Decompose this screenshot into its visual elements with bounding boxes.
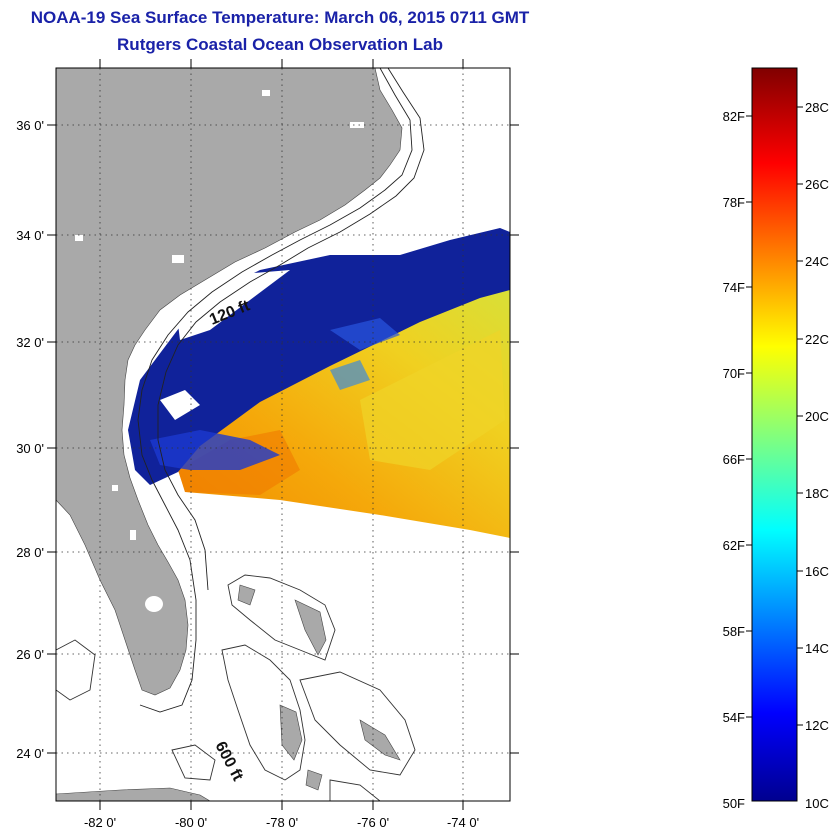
colorbar-ticks xyxy=(746,106,803,726)
lon-label-76: -76 0' xyxy=(357,815,389,830)
colorbar-f-62: 62F xyxy=(723,538,745,553)
colorbar-c-16: 16C xyxy=(805,564,829,579)
colorbar-f-74: 74F xyxy=(723,280,745,295)
lon-label-78: -78 0' xyxy=(266,815,298,830)
colorbar-f-58: 58F xyxy=(723,624,745,639)
colorbar-f-66: 66F xyxy=(723,452,745,467)
lat-label-24: 24 0' xyxy=(16,746,44,761)
lat-label-28: 28 0' xyxy=(16,545,44,560)
shelf-isobaths xyxy=(137,68,425,713)
colorbar-f-82: 82F xyxy=(723,109,745,124)
colorbar-c-22: 22C xyxy=(805,332,829,347)
colorbar-scale xyxy=(751,67,798,802)
lon-label-80: -80 0' xyxy=(175,815,207,830)
colorbar-c-20: 20C xyxy=(805,409,829,424)
map-area: 120 ft 600 ft xyxy=(56,68,510,801)
lat-label-34: 34 0' xyxy=(16,228,44,243)
lon-label-82: -82 0' xyxy=(84,815,116,830)
colorbar-c-26: 26C xyxy=(805,177,829,192)
colorbar-f-70: 70F xyxy=(723,366,745,381)
lat-label-30: 30 0' xyxy=(16,441,44,456)
map-graticule xyxy=(56,68,510,801)
bahamas-bank-contours xyxy=(56,574,416,801)
lat-label-26: 26 0' xyxy=(16,647,44,662)
lon-label-74: -74 0' xyxy=(447,815,479,830)
lat-ticks xyxy=(47,124,519,754)
map-subtitle: Rutgers Coastal Ocean Observation Lab xyxy=(117,35,443,54)
colorbar-f-50: 50F xyxy=(723,796,745,811)
colorbar-c-18: 18C xyxy=(805,486,829,501)
lat-label-36: 36 0' xyxy=(16,118,44,133)
land-bahamas xyxy=(237,584,401,791)
colorbar-c-28: 28C xyxy=(805,100,829,115)
lat-label-32: 32 0' xyxy=(16,335,44,350)
map-frame xyxy=(55,67,511,802)
land-us-florida xyxy=(56,68,403,696)
colorbar-c-12: 12C xyxy=(805,718,829,733)
map-title: NOAA-19 Sea Surface Temperature: March 0… xyxy=(30,8,530,27)
colorbar-c-24: 24C xyxy=(805,254,829,269)
inland-lakes xyxy=(75,90,364,540)
colorbar-c-14: 14C xyxy=(805,641,829,656)
lon-ticks xyxy=(99,59,464,810)
land-cuba xyxy=(56,787,211,801)
colorbar-c-10: 10C xyxy=(805,796,829,811)
colorbar-f-54: 54F xyxy=(723,710,745,725)
colorbar-f-78: 78F xyxy=(723,195,745,210)
